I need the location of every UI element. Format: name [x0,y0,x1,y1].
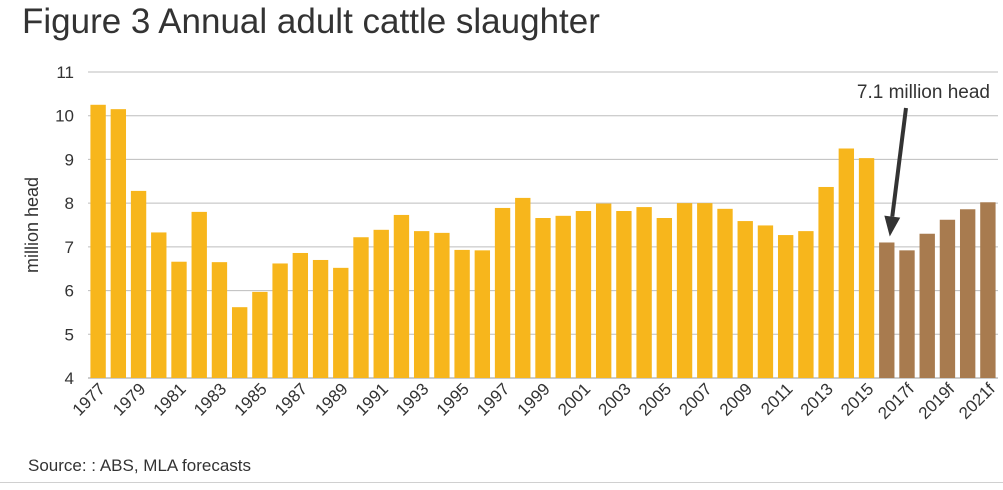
source-note: Source: : ABS, MLA forecasts [28,456,251,475]
bar [858,158,875,378]
bar [434,232,450,378]
x-tick-label: 2017f [874,379,918,423]
y-tick-label: 7 [65,238,74,257]
bar [373,229,389,378]
bar [676,203,693,378]
bar [777,235,794,378]
bar [737,221,753,378]
bar [252,291,268,378]
annotation-arrow-shaft [890,107,908,217]
x-tick-label: 2003 [595,379,635,419]
bar [798,231,814,378]
annotation-label: 7.1 million head [857,82,990,103]
bar [191,211,207,378]
x-tick-label: 1987 [271,379,311,419]
y-tick-label: 6 [65,282,74,301]
x-tick-label: 1979 [109,379,149,419]
bar [575,211,592,378]
x-tick-label: 2001 [554,379,594,419]
bar [474,250,491,378]
x-tick-label: 2009 [716,379,756,419]
bar [838,148,855,378]
bar [353,237,369,378]
x-tick-label: 1999 [514,379,554,419]
x-tick-label: 2007 [675,379,715,419]
x-tick-label: 1981 [150,379,190,419]
x-tick-label: 1983 [190,379,230,419]
x-tick-label: 1991 [352,379,392,419]
x-tick-label: 1977 [69,379,109,419]
bar [211,262,228,378]
bar [333,267,349,378]
bar [636,207,652,378]
forecast-bar [959,209,976,378]
forecast-bar [939,219,956,378]
y-tick-label: 9 [65,150,74,169]
x-tick-label: 1993 [392,379,432,419]
x-tick-label: 1997 [473,379,513,419]
x-tick-label: 2019f [915,379,959,423]
bar [151,232,167,378]
bar [697,203,713,378]
chart-title: Figure 3 Annual adult cattle slaughter [22,2,600,41]
y-tick-label: 5 [65,325,74,344]
bar [231,307,248,378]
bar [90,104,106,379]
bar [494,207,511,378]
forecast-bar [899,250,915,378]
annotation-arrow-head [884,215,901,237]
x-tick-label: 2005 [635,379,675,419]
bottom-divider [0,482,1003,483]
bar [292,252,309,378]
bar [757,225,774,378]
forecast-bar [919,233,935,378]
x-tick-label: 1985 [231,379,271,419]
y-axis-title: million head [22,177,42,273]
bar [171,261,187,378]
y-tick-label: 8 [65,194,74,213]
bar [535,218,551,378]
forecast-bar [879,242,895,378]
bar [515,197,531,378]
x-tick-label: 1989 [311,379,351,419]
bar [555,215,571,378]
x-tick-label: 2011 [757,379,796,418]
x-tick-label: 2015 [837,379,877,419]
bar [818,186,834,378]
bar [454,249,470,378]
bar [656,218,673,378]
bar [413,231,430,378]
bar [110,109,127,379]
bar [717,208,733,378]
y-tick-label: 10 [55,107,74,126]
bar [616,211,632,378]
x-tick-label: 2021f [955,379,999,423]
bar [272,263,288,378]
x-tick-label: 1995 [433,379,473,419]
forecast-bar [980,202,996,378]
bar [595,203,612,378]
bar [312,259,329,378]
x-tick-label: 2013 [797,379,837,419]
y-tick-label: 4 [65,369,74,388]
bar [130,190,147,378]
y-tick-label: 11 [56,63,74,82]
bar [393,214,410,378]
